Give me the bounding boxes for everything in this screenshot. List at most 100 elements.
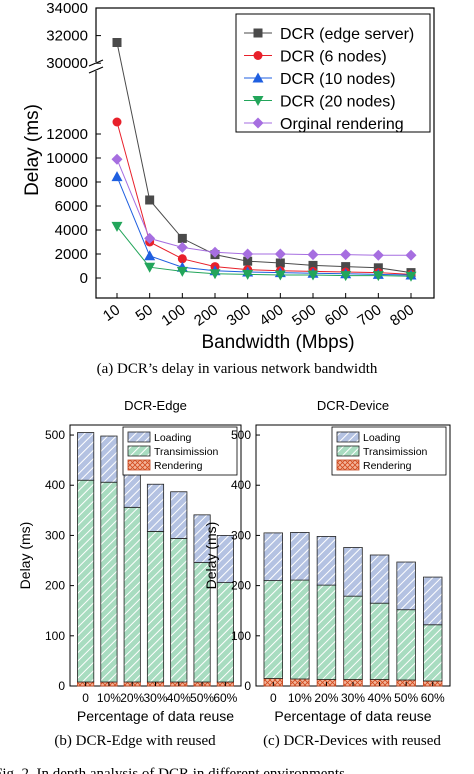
y-axis-label: Delay (ms): [22, 104, 43, 196]
x-tick-label: 20%: [314, 691, 338, 705]
legend-label: Loading: [363, 432, 401, 444]
bar-transimission: [77, 479, 95, 683]
y-tick-label: 30000: [46, 55, 88, 72]
data-point: [112, 38, 122, 47]
legend-label: Rendering: [363, 460, 412, 472]
x-tick-label: 10: [100, 301, 123, 324]
series-line: [116, 42, 412, 274]
bar-loading: [170, 491, 188, 539]
series-line: [116, 226, 412, 277]
legend-marker: [252, 117, 264, 129]
bar-transimission: [423, 624, 443, 682]
data-point: [340, 249, 352, 261]
bar-loading: [396, 561, 416, 611]
y-tick-label: 6000: [55, 198, 88, 215]
x-tick-label: 50%: [394, 691, 418, 705]
bar-loading: [216, 535, 234, 584]
bar-transimission: [146, 531, 165, 683]
x-tick-label: 40%: [167, 691, 191, 705]
data-point: [144, 250, 156, 261]
legend-swatch: [336, 445, 360, 457]
dcr-edge-chart: DCR-Edge 0 100 200 300 400 500 0 10% 20% 30% 40% 50%…: [17, 398, 242, 724]
x-tick-label: 700: [354, 301, 384, 329]
caption-b: (b) DCR-Edge with reused: [54, 733, 216, 749]
data-point: [243, 256, 253, 266]
x-tick-label: 200: [191, 301, 221, 329]
x-tick-label: 10%: [288, 691, 312, 705]
data-point: [177, 233, 187, 243]
bar-transimission: [316, 584, 337, 680]
legend-label: DCR (10 nodes): [280, 71, 396, 88]
data-point: [274, 270, 286, 281]
x-tick-label: 30%: [341, 691, 365, 705]
bar-loading: [290, 532, 310, 581]
legend-box: [235, 13, 431, 133]
legend-label: Transimission: [154, 446, 219, 458]
data-point: [209, 246, 221, 258]
legend-marker: [252, 72, 264, 83]
bar-loading: [193, 514, 211, 563]
bar-loading: [100, 435, 118, 483]
bar-loading: [263, 532, 283, 581]
legend: Loading Transimission Rendering: [122, 426, 238, 476]
x-tick-label: 0: [82, 691, 89, 705]
x-tick-label: 30%: [143, 691, 167, 705]
y-tick-label: 200: [231, 579, 251, 593]
caption-c: (c) DCR-Devices with reused: [263, 733, 441, 749]
y-tick-label: 4000: [55, 222, 88, 239]
legend-swatch: [336, 459, 360, 471]
y-tick-label: 300: [231, 528, 251, 542]
data-point: [144, 232, 156, 244]
data-point: [177, 254, 187, 264]
y-tick-label: 300: [45, 528, 65, 542]
bar-transimission: [100, 481, 118, 683]
legend-label: Orginal rendering: [280, 116, 404, 133]
data-point: [341, 262, 351, 272]
legend-label: Rendering: [154, 460, 203, 472]
y-tick-label: 10000: [46, 150, 88, 167]
plot-frame: [95, 7, 435, 299]
x-tick-label: 0: [270, 691, 277, 705]
data-point: [405, 249, 417, 261]
axis-break-mark: [88, 66, 104, 74]
data-point: [176, 241, 188, 253]
y-tick-label: 400: [45, 478, 65, 492]
bar-loading: [423, 576, 443, 626]
x-tick-label: 500: [289, 301, 319, 329]
legend-marker: [252, 96, 264, 106]
bar-transimission: [396, 609, 416, 681]
legend-swatch: [127, 459, 151, 471]
y-tick-label: 500: [45, 428, 65, 442]
x-axis-label: Percentage of data reuse: [77, 708, 234, 724]
x-tick-label: 600: [322, 301, 352, 329]
legend-marker: [253, 28, 263, 38]
bar-loading: [146, 483, 165, 532]
x-tick-label: 100: [158, 301, 188, 329]
data-point: [144, 262, 156, 273]
caption-a: (a) DCR’s delay in various network bandw…: [97, 361, 378, 377]
data-point: [307, 270, 319, 281]
bar-loading: [343, 547, 363, 597]
legend-swatch: [336, 431, 360, 443]
data-point: [274, 248, 286, 260]
legend-marker: [253, 51, 263, 60]
x-tick-label: 50%: [190, 691, 214, 705]
y-tick-label: 0: [244, 679, 251, 693]
y-tick-label: 32000: [46, 28, 88, 45]
data-point: [112, 117, 122, 127]
y-tick-label: 500: [231, 428, 251, 442]
x-tick-label: 40%: [368, 691, 392, 705]
legend-swatch: [127, 431, 151, 443]
series-4: [111, 153, 417, 261]
legend-label: DCR (6 nodes): [280, 49, 387, 66]
series-line: [116, 176, 412, 276]
bar-transimission: [263, 580, 283, 679]
bandwidth-delay-chart: 0 2000 4000 6000 8000 10000 12000 30000 32000 340…: [22, 0, 435, 353]
series-3: [111, 221, 417, 282]
data-point: [405, 271, 417, 282]
y-axis-label: Delay (ms): [17, 522, 33, 590]
legend-swatch: [127, 445, 151, 457]
x-axis-label: Bandwidth (Mbps): [201, 332, 354, 353]
data-point: [209, 269, 221, 280]
